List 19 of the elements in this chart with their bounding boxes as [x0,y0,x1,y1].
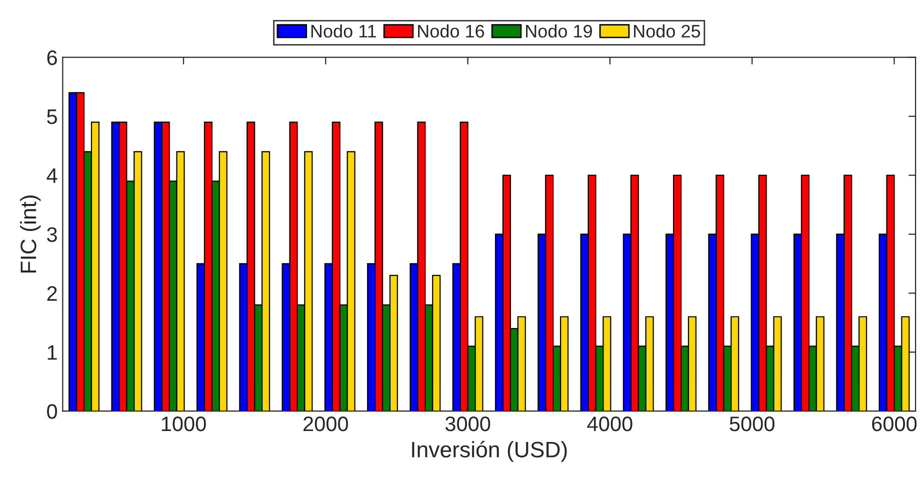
x-tick-label: 4000 [587,416,632,432]
y-tick-label: 2 [47,286,57,301]
x-tick-label: 5000 [730,416,774,432]
y-tick-label: 1 [48,345,57,360]
x-tick-label: 6000 [872,416,917,432]
x-tick-label: 1000 [162,416,206,432]
y-axis-title: FIC (int) [20,195,41,273]
y-tick-label: 4 [46,168,58,183]
y-tick-label: 0 [47,404,58,419]
legend-label: Nodo 11 [311,24,376,38]
y-tick-label: 5 [47,110,57,124]
y-tick-label: 3 [47,227,57,242]
x-tick-label: 3000 [445,416,490,432]
legend-label: Nodo 16 [418,24,484,38]
x-tick-label: 2000 [304,416,348,432]
x-axis-title: Inversión (USD) [412,440,567,462]
legend-label: Nodo 19 [526,24,592,38]
legend-label: Nodo 25 [634,24,700,38]
y-tick-label: 6 [47,50,57,66]
